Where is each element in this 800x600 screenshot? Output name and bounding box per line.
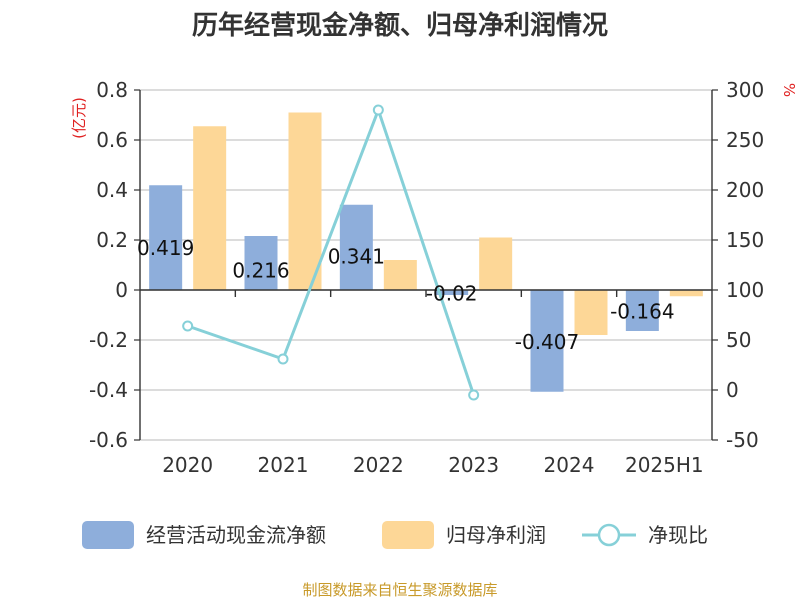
ratio-point: [182, 320, 194, 332]
left-tick-label: -0.4: [89, 378, 128, 402]
data-label: 0.419: [137, 236, 194, 260]
legend-marker: [597, 523, 621, 547]
x-tick-label: 2024: [544, 453, 595, 477]
right-tick-label: 50: [726, 328, 751, 352]
left-axis-unit: (亿元): [70, 97, 88, 139]
axes: 0.8 0.6 0.4 0.2 0 -0.2 -0.4 -0.6 300 250 200 150 100…: [89, 78, 764, 477]
bar: [383, 260, 417, 290]
ratio-line: [187, 105, 476, 396]
legend-label: 归母净利润: [446, 523, 546, 547]
right-tick-label: 0: [726, 378, 739, 402]
legend-swatch: [82, 521, 134, 549]
right-tick-label: 300: [726, 78, 764, 102]
bar: [435, 290, 469, 295]
left-tick-label: -0.2: [89, 328, 128, 352]
data-label: 0.341: [328, 245, 385, 269]
legend-swatch: [382, 521, 434, 549]
x-tick-label: 2022: [353, 453, 404, 477]
bar: [193, 126, 227, 290]
x-tick-label: 2021: [258, 453, 309, 477]
right-tick-label: 250: [726, 128, 764, 152]
right-tick-label: 200: [726, 178, 764, 202]
data-label-group: 0.419 0.216 0.341 -0.02 -0.407 -0.164: [137, 236, 675, 354]
left-tick-label: 0.6: [96, 128, 128, 152]
legend-label: 经营活动现金流净额: [146, 523, 326, 547]
bar: [244, 236, 278, 290]
x-tick-label: 2023: [448, 453, 499, 477]
data-label: -0.02: [426, 282, 478, 306]
left-tick-label: 0.4: [96, 178, 128, 202]
legend: 经营活动现金流净额 归母净利润 净现比: [82, 521, 708, 549]
bar: [574, 290, 608, 335]
right-axis-unit: %: [780, 83, 798, 97]
data-label: -0.164: [610, 300, 674, 324]
right-tick-label: -50: [726, 428, 759, 452]
right-tick-label: 150: [726, 228, 764, 252]
legend-label: 净现比: [648, 523, 708, 547]
bar: [625, 290, 659, 331]
x-tick-label: 2025H1: [625, 453, 704, 477]
left-tick-label: 0.8: [96, 78, 128, 102]
left-tick-label: -0.6: [89, 428, 128, 452]
x-tick-label: 2020: [162, 453, 213, 477]
ratio-point: [277, 353, 289, 365]
data-label: -0.407: [515, 330, 579, 354]
left-tick-label: 0: [115, 278, 128, 302]
source-note: 制图数据来自恒生聚源数据库: [302, 581, 497, 599]
bar: [339, 204, 373, 290]
bar: [479, 237, 513, 290]
bar: [149, 185, 183, 290]
ratio-point: [468, 389, 480, 401]
bar-group: [149, 112, 703, 392]
line-group: [182, 104, 480, 401]
right-tick-label: 100: [726, 278, 764, 302]
bar: [530, 290, 564, 392]
bar: [669, 290, 703, 297]
bar: [288, 112, 322, 290]
left-tick-label: 0.2: [96, 228, 128, 252]
ratio-point: [372, 104, 384, 116]
data-label: 0.216: [232, 259, 289, 283]
chart-title: 历年经营现金净额、归母净利润情况: [192, 10, 608, 41]
